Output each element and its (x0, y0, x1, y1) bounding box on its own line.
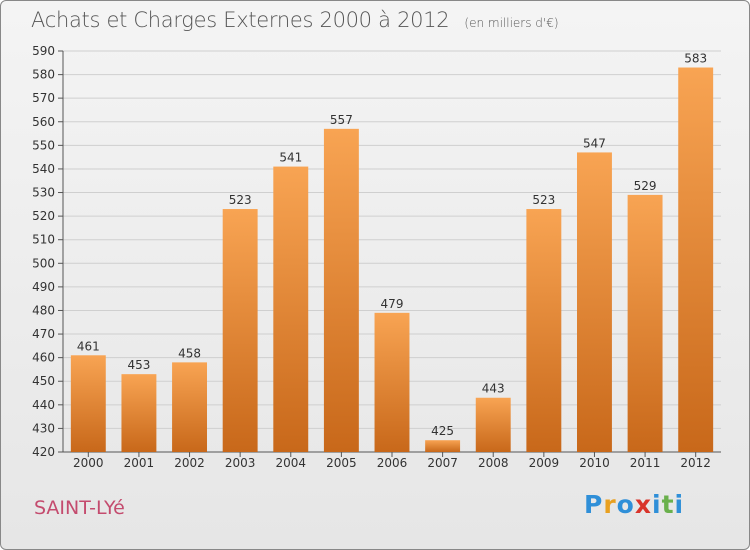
y-tick-label: 520 (32, 209, 55, 223)
y-tick-label: 560 (32, 115, 55, 129)
y-tick-label: 550 (32, 138, 55, 152)
bar-2003 (222, 209, 258, 452)
logo-letter: o (616, 490, 635, 519)
x-tick-label: 2006 (377, 456, 408, 470)
bar-2006 (374, 312, 410, 452)
y-tick-label: 480 (32, 303, 55, 317)
tick-labels: 420 430 440 450 460 470 480 490 500 510 520 530 540 5… (32, 44, 711, 470)
y-tick-label: 470 (32, 327, 55, 341)
chart-title: Achats et Charges Externes 2000 à 2012 (… (31, 8, 559, 32)
data-label-2002: 458 (178, 346, 201, 360)
logo-letter: i (652, 490, 662, 519)
x-tick-label: 2003 (225, 456, 256, 470)
x-tick-label: 2011 (630, 456, 661, 470)
y-tick-label: 440 (32, 398, 55, 412)
bar-2010 (576, 152, 612, 452)
x-tick-label: 2005 (326, 456, 357, 470)
chart-unit: (en milliers d'€) (464, 16, 559, 30)
data-label-2005: 557 (330, 113, 353, 127)
bar-2005 (323, 128, 359, 452)
y-tick-label: 580 (32, 68, 55, 82)
bar-2001 (121, 374, 157, 452)
data-label-2000: 461 (77, 339, 100, 353)
bars (70, 67, 714, 453)
y-tick-label: 530 (32, 186, 55, 200)
bar-2011 (627, 194, 663, 452)
data-label-2001: 453 (127, 358, 150, 372)
bar-2004 (273, 166, 309, 453)
y-tick-label: 540 (32, 162, 55, 176)
logo-letter: t (661, 490, 675, 519)
data-label-2006: 479 (381, 297, 404, 311)
data-label-2011: 529 (634, 179, 657, 193)
y-tick-label: 460 (32, 351, 55, 365)
town-name: SAINT-LYé (34, 497, 125, 519)
bar-2012 (678, 67, 714, 452)
x-tick-label: 2012 (680, 456, 711, 470)
bar-2002 (172, 362, 208, 452)
y-tick-label: 450 (32, 374, 55, 388)
x-tick-label: 2004 (275, 456, 306, 470)
data-label-2003: 523 (229, 193, 252, 207)
data-labels: 461 453 458 523 541 557 479 425 443 523 547 529 583 (77, 52, 707, 439)
x-tick-label: 2002 (174, 456, 205, 470)
x-tick-label: 2007 (427, 456, 458, 470)
x-tick-label: 2008 (478, 456, 509, 470)
y-tick-label: 510 (32, 233, 55, 247)
bar-2007 (425, 440, 461, 452)
logo-letter: i (674, 490, 685, 519)
x-tick-label: 2009 (529, 456, 560, 470)
x-tick-label: 2001 (124, 456, 155, 470)
y-tick-label: 500 (32, 256, 55, 270)
data-label-2009: 523 (532, 193, 555, 207)
chart-title-text: Achats et Charges Externes 2000 à 2012 (31, 8, 450, 32)
logo-letter: P (584, 490, 604, 519)
logo-letter: x (634, 490, 652, 519)
bar-2009 (526, 209, 562, 452)
y-tick-label: 430 (32, 421, 55, 435)
bar-2008 (475, 397, 511, 452)
y-tick-label: 570 (32, 91, 55, 105)
x-tick-label: 2010 (579, 456, 610, 470)
bar-2000 (70, 355, 106, 452)
x-tick-label: 2000 (73, 456, 104, 470)
proxiti-logo: Proxiti (584, 490, 684, 519)
y-tick-label: 490 (32, 280, 55, 294)
y-tick-label: 590 (32, 44, 55, 58)
data-label-2010: 547 (583, 136, 606, 150)
data-label-2012: 583 (684, 52, 707, 66)
logo-letter: r (603, 490, 617, 519)
data-label-2004: 541 (279, 151, 302, 165)
data-label-2007: 425 (431, 424, 454, 438)
data-label-2008: 443 (482, 382, 505, 396)
y-tick-label: 420 (32, 445, 55, 459)
